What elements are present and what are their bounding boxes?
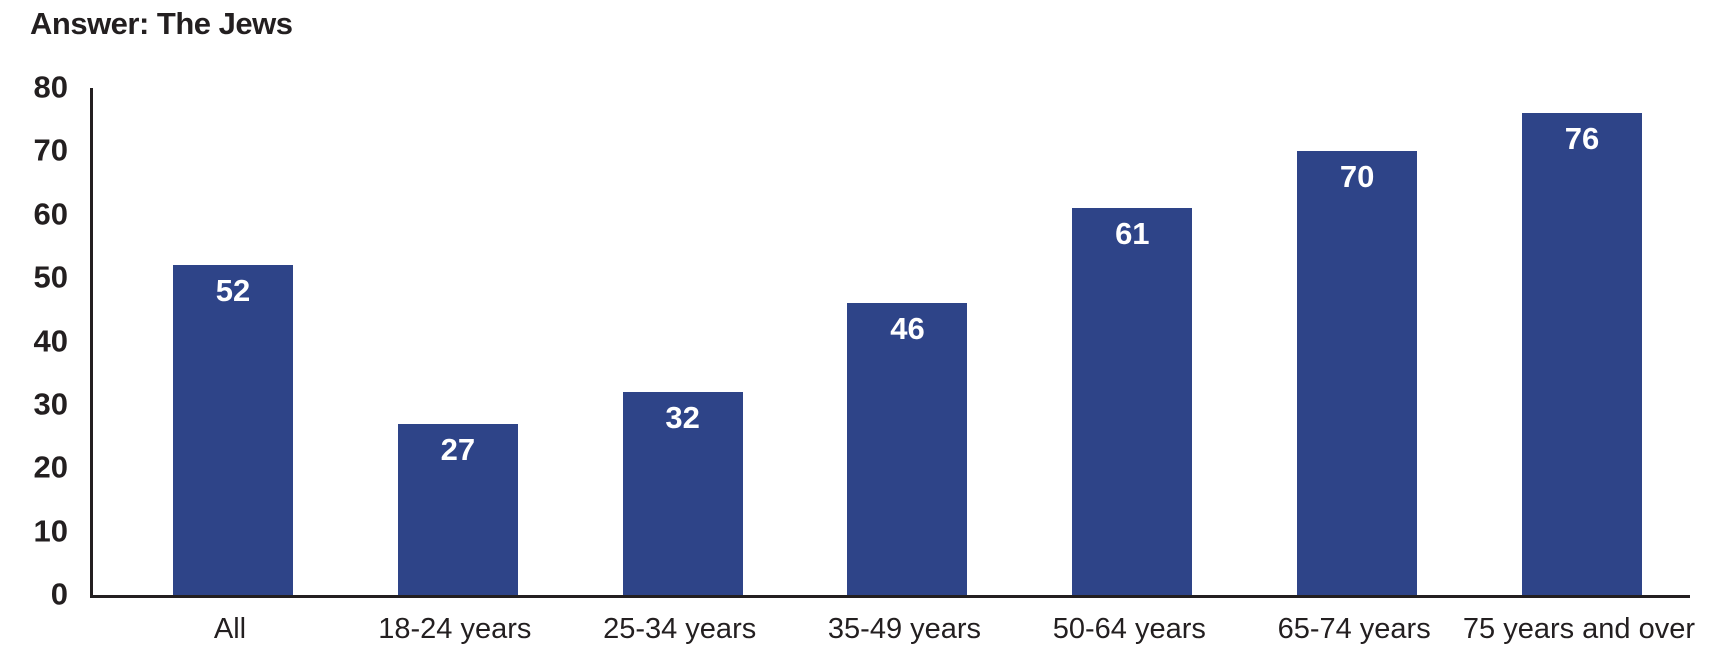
y-tick-label: 30	[33, 386, 68, 422]
x-tick-label: 75 years and over	[1462, 613, 1696, 645]
y-tick-label: 0	[50, 576, 68, 612]
x-axis: All 18-24 years 25-34 years 35-49 years 50-6…	[90, 613, 1696, 646]
bars-row: 52 27 32 46 61 70 76	[93, 88, 1690, 595]
x-tick-label: All	[213, 613, 247, 645]
bar-value-label: 27	[440, 431, 476, 467]
y-tick-label: 20	[33, 449, 68, 485]
bar-50-64-years: 61	[1072, 208, 1193, 595]
bar-value-label: 46	[890, 311, 925, 347]
y-axis: 0 10 20 30 40 50 60 70 80	[0, 69, 80, 611]
bar-value-label: 70	[1339, 159, 1375, 195]
bar-18-24-years: 27	[397, 423, 518, 595]
bar-value-label: 76	[1564, 121, 1600, 157]
bar-35-49-years: 46	[847, 303, 968, 595]
bar-all: 52	[173, 265, 293, 595]
bar-65-74-years: 70	[1297, 151, 1418, 595]
y-tick-label: 10	[33, 512, 68, 548]
bar-25-34-years: 32	[622, 392, 743, 595]
y-tick-label: 60	[33, 196, 68, 232]
y-tick-label: 80	[33, 69, 68, 105]
bar-value-label: 32	[665, 400, 700, 436]
y-tick-label: 40	[33, 322, 68, 358]
chart-title: Answer: The Jews	[30, 6, 293, 41]
x-tick-label: 35-49 years	[827, 613, 982, 645]
x-tick-label: 50-64 years	[1052, 613, 1206, 645]
bar-value-label: 52	[215, 273, 251, 309]
y-tick-label: 70	[33, 132, 68, 168]
bar-value-label: 61	[1115, 216, 1150, 252]
x-tick-label: 18-24 years	[378, 613, 532, 645]
x-tick-label: 65-74 years	[1277, 613, 1431, 645]
y-tick-label: 50	[33, 259, 68, 295]
bar-75-years-and-over: 76	[1521, 113, 1642, 595]
plot-area: 52 27 32 46 61 70 76	[90, 88, 1690, 598]
x-tick-label: 25-34 years	[603, 613, 757, 645]
